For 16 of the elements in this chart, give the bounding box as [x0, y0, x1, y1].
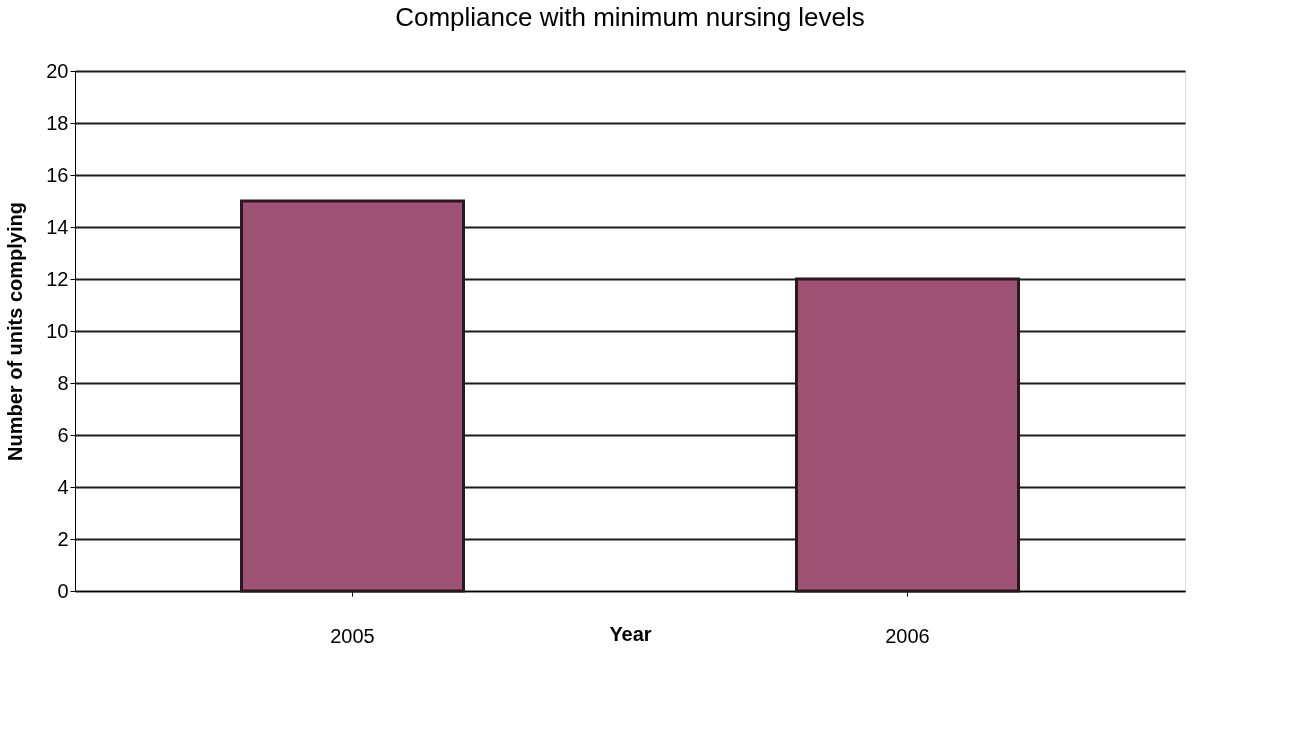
x-axis-title: Year [609, 622, 652, 645]
y-tick-label: 4 [57, 475, 69, 498]
chart-title: Compliance with minimum nursing levels [395, 2, 865, 32]
x-tick-label: 2005 [330, 624, 375, 647]
y-tick-label: 8 [57, 371, 69, 394]
y-tick-label: 20 [46, 59, 69, 82]
y-tick-label: 18 [46, 111, 69, 134]
y-tick-label: 2 [57, 527, 69, 550]
y-tick-label: 12 [46, 267, 69, 290]
y-tick-label: 6 [57, 423, 69, 446]
y-tick-label: 16 [46, 163, 69, 186]
y-tick-label: 0 [57, 579, 69, 602]
y-tick-label: 14 [46, 215, 69, 238]
y-axis-title: Number of units complying [4, 202, 27, 461]
y-tick-label: 10 [46, 319, 69, 342]
x-tick-label: 2006 [885, 624, 930, 647]
